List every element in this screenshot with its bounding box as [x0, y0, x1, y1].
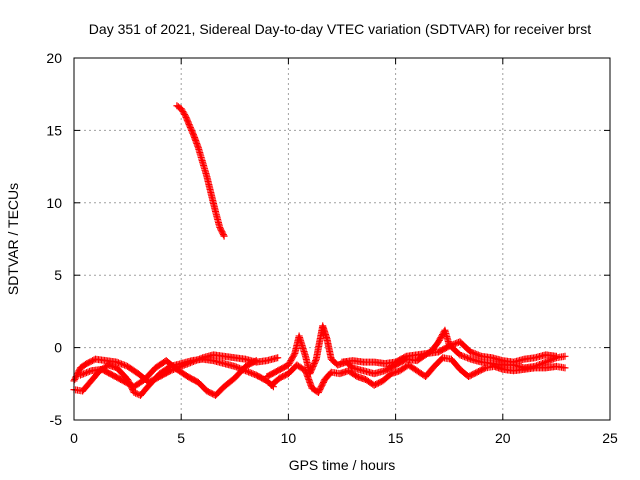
data-point — [461, 353, 469, 361]
data-point — [232, 363, 240, 371]
data-point — [459, 352, 467, 360]
data-point — [252, 357, 260, 365]
data-point — [467, 348, 475, 356]
data-point — [561, 352, 569, 360]
data-point — [248, 369, 256, 377]
data-point — [471, 350, 479, 358]
series-arc-e — [267, 354, 569, 396]
x-tick-label: 0 — [70, 430, 78, 446]
data-point — [121, 361, 129, 369]
y-tick-label: 20 — [46, 50, 62, 66]
data-point — [480, 365, 488, 373]
data-point — [249, 370, 257, 378]
x-tick-labels: 0 5 10 15 20 25 — [70, 430, 618, 446]
data-point — [117, 360, 125, 368]
y-tick-label: 15 — [46, 122, 62, 138]
data-point — [245, 368, 253, 376]
data-point — [114, 359, 122, 367]
grid — [74, 58, 610, 420]
data-point — [251, 357, 259, 365]
data-point — [83, 369, 91, 377]
y-tick-label: 0 — [54, 340, 62, 356]
data-point — [561, 364, 569, 372]
x-tick-label: 5 — [177, 430, 185, 446]
data-point — [468, 349, 476, 357]
plot-frame — [73, 57, 611, 421]
series-steep-arc — [173, 102, 228, 240]
data-point — [447, 342, 455, 350]
data-point — [81, 369, 89, 377]
data-point — [79, 370, 87, 378]
data-point — [219, 231, 227, 239]
x-tick-label: 15 — [388, 430, 404, 446]
x-tick-label: 20 — [495, 430, 511, 446]
y-tick-label: -5 — [50, 412, 63, 428]
data-point — [448, 341, 456, 349]
data-point — [552, 352, 560, 360]
series-arc-c — [76, 357, 260, 399]
data-point — [76, 371, 84, 379]
data-point — [456, 351, 464, 359]
data-point — [476, 352, 484, 360]
data-point — [464, 354, 472, 362]
axis-ticks — [73, 57, 611, 421]
data-point — [450, 340, 458, 348]
data-point — [312, 357, 320, 365]
data-point — [451, 340, 459, 348]
data-point — [220, 232, 228, 240]
series-arc-b — [70, 355, 277, 399]
y-axis-title: SDTVAR / TECUs — [5, 183, 21, 295]
x-tick-label: 25 — [602, 430, 618, 446]
data-point — [231, 362, 239, 370]
y-tick-labels: -5 0 5 10 15 20 — [46, 50, 62, 428]
x-tick-label: 10 — [281, 430, 297, 446]
x-axis-title: GPS time / hours — [289, 457, 396, 473]
data-point — [457, 351, 465, 359]
data-point — [445, 342, 453, 350]
data-points — [70, 102, 569, 399]
data-point — [246, 369, 254, 377]
data-point — [543, 357, 551, 365]
series-arc-f — [338, 338, 560, 368]
chart-title: Day 351 of 2021, Sidereal Day-to-day VTE… — [89, 21, 591, 37]
data-point — [234, 364, 242, 372]
data-point — [84, 368, 92, 376]
data-point — [119, 361, 127, 369]
y-tick-label: 10 — [46, 195, 62, 211]
data-point — [462, 353, 470, 361]
data-point — [86, 367, 94, 375]
data-point — [290, 351, 298, 359]
data-point — [132, 389, 140, 397]
data-point — [474, 351, 482, 359]
data-point — [116, 359, 124, 367]
y-tick-label: 5 — [54, 267, 62, 283]
data-point — [274, 354, 282, 362]
data-point — [473, 350, 481, 358]
data-point — [470, 349, 478, 357]
data-point — [78, 370, 86, 378]
data-point — [465, 355, 473, 363]
